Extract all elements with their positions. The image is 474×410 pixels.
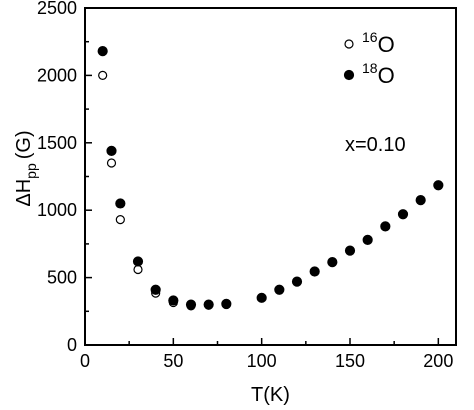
x-axis-title: T(K) [251,384,290,406]
filled-data-point [274,284,285,295]
series-o18 [97,46,444,310]
filled-data-point [344,245,356,256]
y-tick-label: 1000 [37,200,77,220]
x-tick-label: 100 [247,351,277,371]
filled-data-point [203,299,214,310]
legend-label-superscript: 18 [362,60,378,76]
filled-data-point [168,295,179,306]
filled-data-point [221,298,232,309]
y-tick-label: 1500 [37,133,77,153]
filled-data-point [106,145,117,156]
open-data-point [98,70,108,81]
legend-label: 18O [362,60,395,88]
composition-annotation: x=0.10 [345,134,406,156]
x-tick-label: 200 [423,351,453,371]
series-o16 [98,70,231,311]
filled-data-point [309,266,320,277]
legend-label-superscript: 16 [362,29,378,45]
y-axis-title-subscript: pp [23,163,39,179]
y-axis-title-main: ΔH [13,179,35,207]
filled-data-point [291,276,303,287]
filled-data-point [150,284,161,295]
legend-open-marker [344,39,354,49]
y-tick-label: 2500 [37,0,77,18]
filled-data-point [327,256,338,268]
data-points-layer [97,46,444,311]
filled-data-point [380,221,391,232]
legend-label-text: O [378,63,395,88]
plot-frame [84,7,457,346]
y-tick-label: 0 [67,335,77,355]
legend-label-text: O [378,32,395,57]
y-tick-label: 2000 [37,65,77,85]
legend-filled-marker [343,69,355,81]
open-data-point [106,158,117,168]
y-axis-title: ΔHpp (G) [13,130,39,206]
y-axis-title-unit: (G) [13,130,35,159]
x-tick-label: 150 [335,351,365,371]
x-tick-label: 0 [80,351,90,371]
filled-data-point [362,234,373,245]
filled-data-point [185,299,197,310]
legend-label: 16O [362,29,395,57]
filled-data-point [256,292,267,303]
filled-data-point [397,209,409,220]
open-data-point [115,215,125,225]
filled-data-point [433,180,444,191]
filled-data-point [415,194,426,206]
y-tick-label: 500 [47,268,77,288]
filled-data-point [97,46,108,57]
filled-data-point [115,198,126,209]
open-data-point [133,264,143,275]
x-tick-label: 50 [163,351,183,371]
filled-data-point [132,256,144,267]
